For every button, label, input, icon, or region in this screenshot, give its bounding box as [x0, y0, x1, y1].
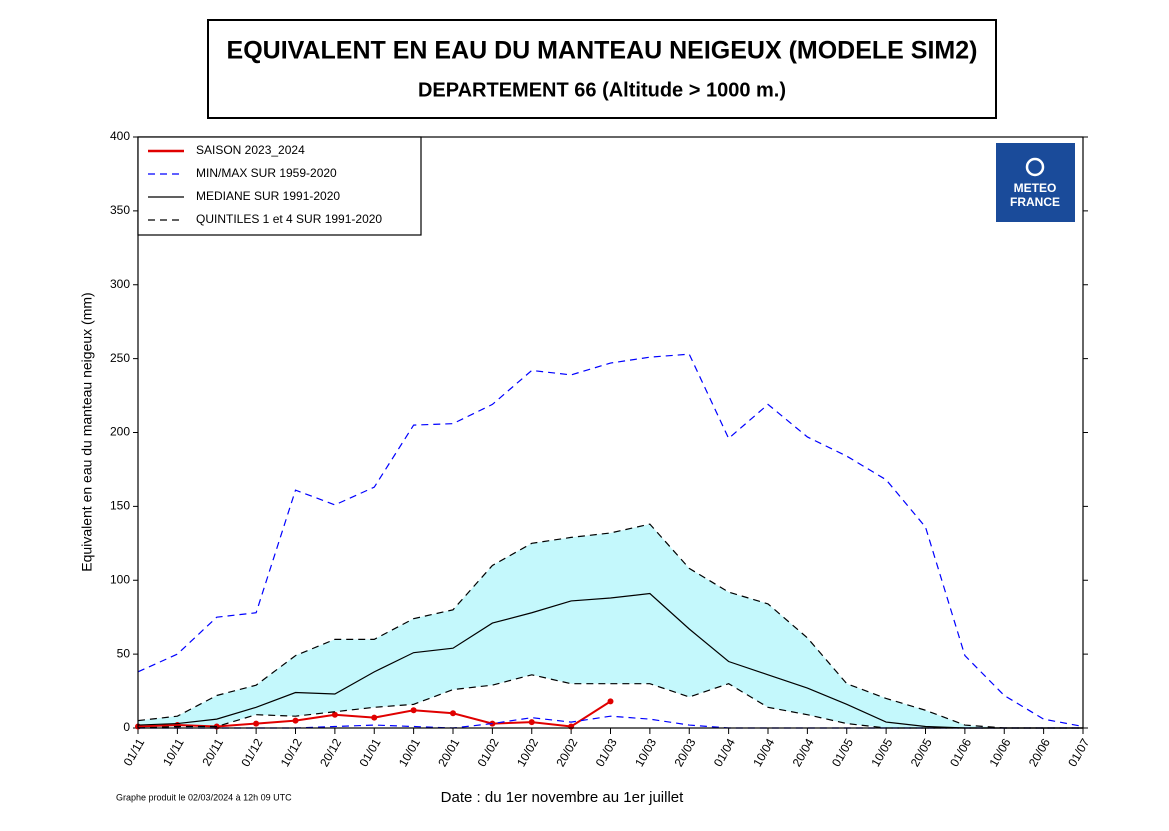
- x-tick-label: 01/04: [711, 736, 738, 769]
- quintile-band: [138, 524, 1083, 728]
- y-tick-label: 250: [110, 351, 130, 365]
- x-tick-label: 10/02: [514, 736, 541, 769]
- x-tick-label: 01/03: [593, 736, 620, 769]
- x-tick-label: 20/01: [435, 736, 462, 769]
- legend: [137, 136, 422, 236]
- x-tick-label: 01/07: [1065, 736, 1092, 769]
- x-tick-label: 01/05: [829, 736, 856, 769]
- x-tick-label: 01/01: [356, 736, 383, 769]
- series-line: [137, 353, 1084, 728]
- point: [371, 714, 378, 721]
- x-tick-label: 20/05: [908, 736, 935, 769]
- logo-text: FRANCE: [1010, 195, 1060, 209]
- chart-title: EQUIVALENT EN EAU DU MANTEAU NEIGEUX (MO…: [227, 37, 978, 65]
- legend-label: QUINTILES 1 et 4 SUR 1991-2020: [196, 212, 382, 226]
- x-tick-label: 01/11: [121, 736, 148, 769]
- legend-label: SAISON 2023_2024: [196, 143, 305, 157]
- series-line: [137, 592, 1083, 729]
- x-tick-label: 10/04: [750, 736, 777, 769]
- logo-text: METEO: [1014, 181, 1057, 195]
- y-tick-label: 400: [110, 129, 130, 143]
- x-axis-label: Date : du 1er novembre au 1er juillet: [441, 789, 684, 806]
- point: [607, 698, 614, 705]
- y-tick-label: 50: [117, 646, 131, 660]
- x-tick-label: 10/11: [160, 736, 187, 769]
- footnote: Graphe produit le 02/03/2024 à 12h 09 UT…: [116, 792, 292, 802]
- x-tick-label: 20/03: [671, 736, 698, 769]
- x-tick-label: 01/06: [947, 736, 974, 769]
- y-tick-label: 100: [110, 572, 130, 586]
- x-tick-label: 01/02: [475, 736, 502, 769]
- series-line: [137, 523, 1083, 729]
- x-tick-label: 10/06: [986, 736, 1013, 769]
- legend-label: MIN/MAX SUR 1959-2020: [196, 166, 337, 180]
- x-tick-label: 10/03: [632, 736, 659, 769]
- point: [450, 710, 456, 717]
- point: [292, 717, 299, 724]
- legend-label: MEDIANE SUR 1991-2020: [196, 189, 340, 203]
- y-tick-label: 0: [123, 720, 130, 734]
- point: [410, 707, 417, 714]
- y-tick-label: 200: [110, 425, 130, 439]
- plot-frame: [137, 136, 1084, 729]
- x-tick-label: 20/11: [199, 736, 226, 769]
- logo: [996, 143, 1075, 222]
- x-tick-label: 20/04: [790, 736, 817, 769]
- point: [528, 719, 535, 726]
- x-tick-label: 20/12: [317, 736, 344, 769]
- x-tick-label: 20/02: [553, 736, 580, 769]
- x-tick-label: 10/05: [868, 736, 895, 769]
- point: [253, 720, 260, 727]
- y-tick-label: 150: [110, 499, 130, 513]
- x-tick-label: 10/01: [396, 736, 423, 769]
- y-tick-label: 300: [110, 277, 130, 291]
- y-axis-label: Equivalent en eau du manteau neigeux (mm…: [79, 292, 95, 571]
- point: [331, 711, 338, 718]
- y-tick-label: 350: [110, 203, 130, 217]
- point: [568, 723, 575, 730]
- chart-subtitle: DEPARTEMENT 66 (Altitude > 1000 m.): [418, 79, 786, 101]
- x-tick-label: 10/12: [278, 736, 305, 769]
- x-tick-label: 01/12: [238, 736, 265, 769]
- logo-icon: [1025, 157, 1045, 177]
- x-tick-label: 20/06: [1026, 736, 1053, 769]
- title-box: [207, 19, 997, 119]
